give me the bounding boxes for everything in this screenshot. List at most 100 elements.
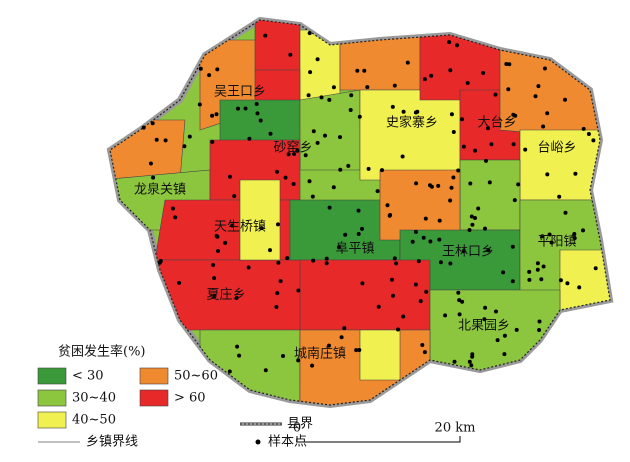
sample-point — [311, 258, 316, 263]
sample-point — [275, 169, 279, 174]
sample-point — [323, 133, 327, 138]
sample-point — [436, 183, 441, 188]
sample-point — [243, 106, 248, 111]
sample-point — [392, 83, 397, 88]
sample-point — [210, 113, 215, 118]
sample-point — [467, 228, 472, 232]
sample-point — [151, 175, 156, 180]
sample-point — [423, 216, 428, 221]
sample-point — [355, 68, 360, 73]
town-label: 天生桥镇 — [214, 220, 266, 235]
legend-label: 40~50 — [72, 413, 116, 428]
sample-point — [228, 174, 232, 179]
sample-point — [292, 152, 297, 156]
sample-point — [380, 168, 384, 173]
sample-point — [237, 353, 242, 358]
town-label: 砂窑乡 — [273, 140, 312, 156]
sample-point — [286, 152, 291, 157]
town-label: 大台乡 — [477, 116, 516, 131]
sample-point — [171, 206, 175, 211]
sample-point — [535, 261, 540, 266]
sample-point — [461, 144, 466, 149]
sample-point — [448, 261, 453, 266]
sample-point — [247, 136, 252, 141]
sample-point — [148, 161, 153, 166]
sample-point — [424, 289, 429, 294]
sample-point — [563, 97, 567, 102]
sample-point — [163, 138, 168, 143]
sample-point — [315, 57, 320, 62]
patch — [359, 89, 461, 181]
sample-point — [495, 338, 500, 343]
sample-point — [455, 43, 459, 48]
sample-point — [413, 282, 418, 287]
sample-point — [535, 267, 540, 272]
sample-point — [493, 92, 498, 97]
sample-point — [346, 163, 351, 168]
sample-point — [306, 93, 311, 98]
legend-swatch — [139, 367, 169, 385]
sample-point — [337, 245, 341, 250]
sample-point — [394, 261, 399, 266]
sample-point — [315, 140, 320, 145]
sample-point — [507, 62, 512, 67]
town-label: 阜平镇 — [335, 241, 374, 257]
sample-point — [537, 319, 542, 324]
sample-point — [324, 256, 329, 261]
sample-point — [420, 343, 425, 347]
sample-point — [360, 281, 365, 286]
sample-point — [357, 348, 362, 352]
legend-classes: < 30 30~40 40~50 50~60 > 60 — [37, 367, 218, 429]
sample-point — [349, 93, 354, 98]
sample-point — [388, 213, 393, 217]
town-label: 龙泉关镇 — [134, 182, 186, 198]
sample-point — [549, 240, 554, 245]
sample-point — [173, 215, 178, 220]
sample-point — [246, 265, 251, 270]
sample-point — [469, 363, 474, 368]
sample-point — [296, 288, 301, 293]
sample-point — [437, 237, 442, 242]
sample-point — [268, 131, 273, 136]
sample-point — [342, 326, 347, 331]
sample-point — [276, 260, 281, 265]
sample-point — [484, 158, 488, 163]
legend-label: 县界 — [287, 417, 313, 432]
sample-point — [365, 85, 370, 90]
sample-point — [468, 181, 473, 186]
sample-point — [486, 248, 491, 253]
sample-point — [536, 84, 541, 89]
sample-point — [504, 62, 509, 66]
sample-point — [547, 232, 552, 237]
sample-point — [263, 33, 268, 38]
sample-point — [319, 95, 324, 100]
scale-bar: 0 20 km — [293, 421, 475, 443]
sample-point — [586, 132, 591, 136]
sample-point — [449, 112, 454, 117]
legend-swatch — [139, 389, 169, 407]
sample-point — [418, 299, 423, 304]
sample-point — [510, 244, 515, 249]
sample-point — [545, 111, 550, 116]
sample-point — [465, 81, 470, 85]
sample-point — [331, 85, 336, 90]
sample-point — [212, 294, 217, 299]
town-label: 夏庄乡 — [206, 287, 245, 303]
sample-point — [376, 304, 381, 309]
sample-point — [223, 240, 228, 245]
sample-point — [227, 369, 232, 374]
sample-point — [232, 194, 237, 199]
sample-point — [296, 358, 301, 363]
sample-point — [338, 167, 343, 172]
legend-swatch — [37, 389, 67, 407]
sample-point — [259, 226, 264, 231]
town-label: 吴王口乡 — [214, 85, 266, 100]
sample-point — [210, 139, 215, 144]
sample-point — [437, 218, 442, 223]
sample-point — [514, 327, 519, 332]
sample-point — [307, 179, 312, 184]
sample-point — [390, 277, 394, 282]
sample-point — [451, 130, 456, 134]
sample-point — [362, 68, 367, 73]
sample-point — [255, 111, 260, 116]
